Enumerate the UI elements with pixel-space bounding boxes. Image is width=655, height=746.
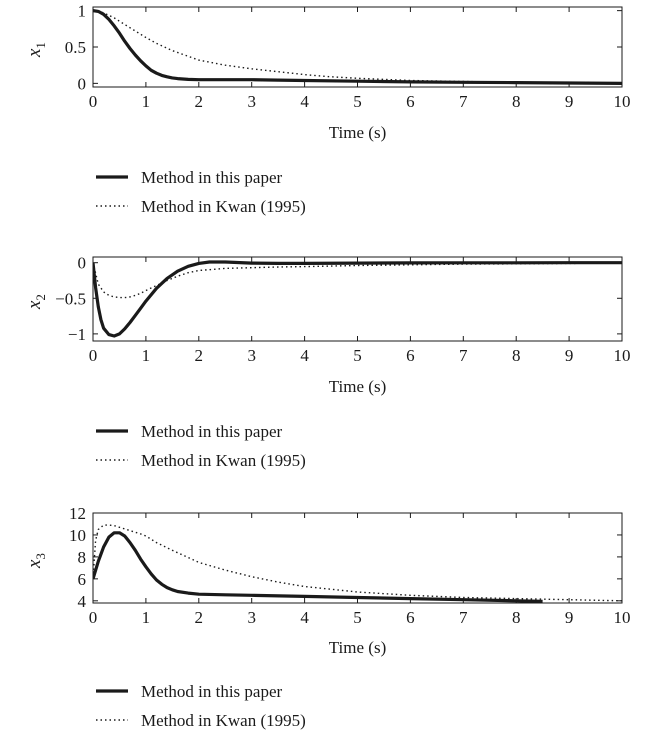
x-tick-label: 7 xyxy=(459,92,468,111)
x-tick-label: 10 xyxy=(614,608,631,627)
y-tick-label: 12 xyxy=(69,504,86,523)
x-tick-label: 10 xyxy=(614,92,631,111)
y-tick-label: 0 xyxy=(78,74,87,93)
y-tick-label: 1 xyxy=(78,2,87,21)
x-tick-label: 2 xyxy=(195,346,204,365)
x-tick-label: 6 xyxy=(406,92,415,111)
y-tick-label: 0.5 xyxy=(65,38,86,57)
series-line-kwan-1995 xyxy=(93,262,622,299)
x-tick-label: 3 xyxy=(247,346,256,365)
x-tick-label: 10 xyxy=(614,346,631,365)
series-group xyxy=(93,260,622,338)
series-group xyxy=(93,9,622,85)
plot-frame xyxy=(92,6,623,88)
y-tick-label: 8 xyxy=(78,548,87,567)
subplot-1: 0 1 2 3 4 5 6 7 8 9 10 0 0.5 1 Time (s) x1 Method in thi… xyxy=(24,2,631,216)
legend-label: Method in this paper xyxy=(141,168,283,187)
legend: Method in this paper Method in Kwan (1995… xyxy=(96,168,306,216)
x-tick-label: 7 xyxy=(459,608,468,627)
y-tick-label: 10 xyxy=(69,526,86,545)
x-tick-label: 1 xyxy=(142,608,151,627)
series-line-kwan-1995 xyxy=(93,9,622,84)
x-axis-title: Time (s) xyxy=(329,638,386,657)
y-tick-label: −0.5 xyxy=(55,289,86,308)
legend: Method in this paper Method in Kwan (1995… xyxy=(96,682,306,730)
x-axis-title: Time (s) xyxy=(329,377,386,396)
legend-label: Method in this paper xyxy=(141,422,283,441)
x-axis-title: Time (s) xyxy=(329,123,386,142)
legend-label: Method in Kwan (1995) xyxy=(141,197,306,216)
y-axis-title: x1 xyxy=(24,42,48,58)
y-tick-label: 4 xyxy=(78,592,87,611)
series-line-this-paper xyxy=(93,260,622,338)
series-line-this-paper xyxy=(93,531,543,603)
x-tick-label: 4 xyxy=(300,608,309,627)
x-tick-label: 4 xyxy=(300,346,309,365)
x-tick-label: 9 xyxy=(565,92,574,111)
x-tick-label: 3 xyxy=(247,608,256,627)
series-line-this-paper xyxy=(93,9,622,85)
legend-label: Method in Kwan (1995) xyxy=(141,451,306,470)
x-tick-label: 1 xyxy=(142,346,151,365)
x-tick-label: 5 xyxy=(353,92,362,111)
x-tick-label: 9 xyxy=(565,346,574,365)
x-tick-label: 2 xyxy=(195,92,204,111)
x-tick-label: 6 xyxy=(406,608,415,627)
x-tick-label: 8 xyxy=(512,346,521,365)
x-tick-label: 0 xyxy=(89,608,98,627)
x-tick-label: 8 xyxy=(512,92,521,111)
y-tick-label: 6 xyxy=(78,570,87,589)
x-tick-label: 4 xyxy=(300,92,309,111)
x-tick-label: 5 xyxy=(353,608,362,627)
y-axis-title: x2 xyxy=(24,294,48,310)
legend-label: Method in Kwan (1995) xyxy=(141,711,306,730)
x-tick-label: 3 xyxy=(247,92,256,111)
y-axis-title: x3 xyxy=(24,553,48,569)
x-tick-label: 7 xyxy=(459,346,468,365)
y-tick-label: 0 xyxy=(78,254,87,273)
series-line-kwan-1995 xyxy=(93,524,622,602)
x-tick-label: 6 xyxy=(406,346,415,365)
legend-label: Method in this paper xyxy=(141,682,283,701)
x-tick-label: 2 xyxy=(195,608,204,627)
subplot-2: 0 1 2 3 4 5 6 7 8 9 10 0 −0.5 −1 Time (s) x2 Method in t… xyxy=(24,254,631,470)
x-tick-label: 8 xyxy=(512,608,521,627)
y-tick-label: −1 xyxy=(68,325,86,344)
series-group xyxy=(93,524,622,603)
x-tick-label: 1 xyxy=(142,92,151,111)
legend: Method in this paper Method in Kwan (1995… xyxy=(96,422,306,470)
x-tick-label: 5 xyxy=(353,346,362,365)
x-tick-label: 0 xyxy=(89,92,98,111)
x-tick-label: 0 xyxy=(89,346,98,365)
x-tick-label: 9 xyxy=(565,608,574,627)
plot-frame xyxy=(92,256,623,342)
